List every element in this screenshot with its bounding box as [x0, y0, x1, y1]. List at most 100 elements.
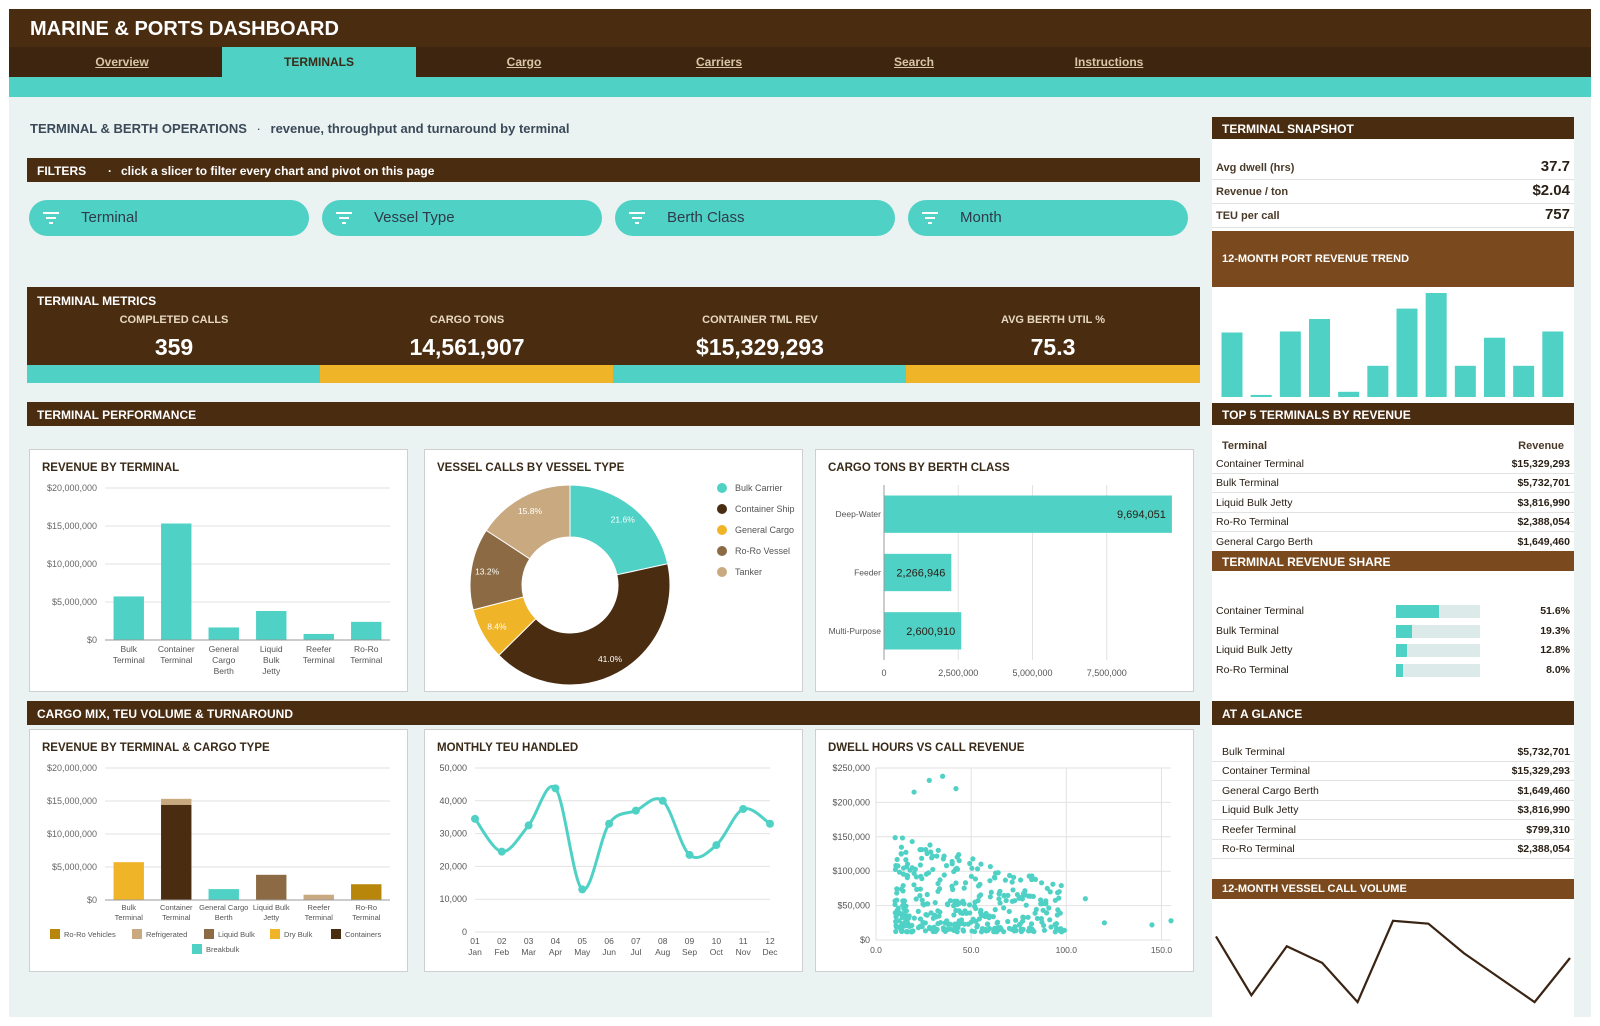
slicer-label: Vessel Type: [374, 209, 455, 226]
tab-search[interactable]: Search: [893, 55, 935, 69]
filters-hint: click a slicer to filter every chart and…: [121, 164, 435, 178]
scatter-point: [971, 903, 978, 909]
scatter-point: [915, 924, 922, 931]
x-tick-sublabel: Mar: [521, 947, 536, 957]
kpi-accent-4: [906, 365, 1200, 383]
y-tick-label: $5,000,000: [52, 862, 97, 872]
scatter-point: [992, 907, 998, 913]
scatter-point: [1009, 898, 1015, 904]
y-tick-label: Deep-Water: [835, 509, 881, 519]
scatter-point: [1038, 901, 1044, 907]
legend-label: General Cargo: [735, 525, 794, 535]
scatter-point: [951, 898, 958, 904]
scatter-point: [965, 921, 971, 927]
y-tick-label: $20,000,000: [47, 763, 97, 773]
snapshot-row: TEU per call 757: [1212, 204, 1574, 228]
legend-swatch: [50, 929, 60, 939]
snapshot-header: TERMINAL SNAPSHOT: [1212, 117, 1574, 139]
scatter-point: [1048, 924, 1054, 930]
scatter-point: [1014, 891, 1020, 898]
legend-swatch: [717, 483, 727, 493]
scatter-point: [947, 921, 953, 927]
top5-row: Liquid Bulk Jetty $3,816,990: [1212, 493, 1574, 513]
scatter-point: [984, 921, 991, 927]
legend-swatch: [192, 944, 202, 954]
scatter-point: [1003, 897, 1009, 904]
scatter-point: [1001, 905, 1007, 911]
x-tick-label: General: [209, 644, 239, 654]
scatter-point: [1052, 921, 1058, 928]
scatter-point: [1002, 877, 1009, 883]
scatter-point: [912, 866, 918, 872]
scatter-point: [1032, 876, 1039, 882]
legend-label: Tanker: [735, 567, 762, 577]
scatter-point: [1050, 881, 1056, 887]
x-tick-label: Reefer: [307, 903, 330, 912]
tab-overview[interactable]: Overview: [95, 55, 149, 69]
tab-cargo[interactable]: Cargo: [506, 55, 542, 69]
slicer-vessel-type[interactable]: Vessel Type: [322, 200, 602, 236]
slicer-berth-class[interactable]: Berth Class: [615, 200, 895, 236]
share-row: Ro-Ro Terminal 8.0%: [1216, 664, 1570, 677]
x-tick-label: 02: [497, 936, 507, 946]
share-fill: [1396, 605, 1440, 618]
scatter-point: [1029, 876, 1035, 883]
x-tick-label: 12: [765, 936, 775, 946]
bar: [1454, 365, 1476, 397]
x-tick-label: Reefer: [306, 644, 332, 654]
tab-terminals[interactable]: TERMINALS: [222, 47, 416, 77]
scatter-point: [956, 918, 962, 924]
scatter-point: [898, 844, 905, 850]
data-point: [471, 814, 479, 823]
scatter-point: [919, 876, 925, 882]
y-tick-label: $100,000: [832, 866, 870, 876]
tab-carriers[interactable]: Carriers: [695, 55, 743, 69]
scatter-point: [1006, 925, 1012, 931]
scatter-point: [951, 912, 957, 918]
scatter-point: [896, 869, 903, 875]
y-tick-label: $250,000: [832, 763, 870, 773]
top5-row: General Cargo Berth $1,649,460: [1212, 532, 1574, 552]
scatter-point: [949, 883, 955, 889]
y-tick-label: $15,000,000: [47, 521, 97, 531]
data-point: [497, 847, 506, 856]
x-tick-sublabel: Dec: [762, 947, 778, 957]
scatter-point: [1019, 896, 1025, 902]
scatter-point: [956, 900, 963, 906]
scatter-point: [1006, 908, 1012, 915]
scatter-point: [1012, 924, 1018, 930]
x-tick-sublabel: May: [574, 947, 591, 957]
scatter-point: [944, 919, 950, 925]
scatter-point: [1032, 910, 1038, 916]
scatter-point: [911, 870, 917, 876]
bar: [351, 621, 382, 640]
slicer-month[interactable]: Month: [908, 200, 1188, 236]
scatter-point: [936, 886, 943, 892]
bar: [1221, 332, 1243, 397]
scatter-point: [975, 883, 982, 889]
x-tick-label: 01: [470, 936, 480, 946]
x-tick-sublabel: Oct: [710, 947, 724, 957]
x-tick-label: 150.0: [1151, 945, 1173, 955]
scatter-point: [1010, 887, 1016, 893]
x-tick-label: 2,500,000: [938, 668, 978, 678]
share-bar: [1396, 605, 1480, 618]
scatter-point: [1038, 880, 1045, 886]
scatter-point: [892, 835, 898, 841]
right-column: TERMINAL SNAPSHOT Avg dwell (hrs) 37.7 Re…: [1212, 117, 1574, 1017]
y-tick-label: $0: [87, 635, 97, 645]
scatter-point: [978, 929, 985, 935]
x-tick-label: Liquid Bulk: [253, 903, 290, 912]
scatter-point: [927, 842, 933, 848]
app-title: MARINE & PORTS DASHBOARD: [30, 18, 339, 40]
tab-instructions[interactable]: Instructions: [1074, 55, 1144, 69]
y-tick-label: 20,000: [439, 861, 467, 871]
bar: [1250, 394, 1272, 397]
x-tick-label: Ro-Ro: [354, 644, 379, 654]
filter-icon: [629, 212, 645, 224]
data-point: [766, 819, 774, 828]
slicer-terminal[interactable]: Terminal: [29, 200, 309, 236]
legend-label: Breakbulk: [206, 945, 240, 954]
top5-row: Ro-Ro Terminal $2,388,054: [1212, 512, 1574, 532]
